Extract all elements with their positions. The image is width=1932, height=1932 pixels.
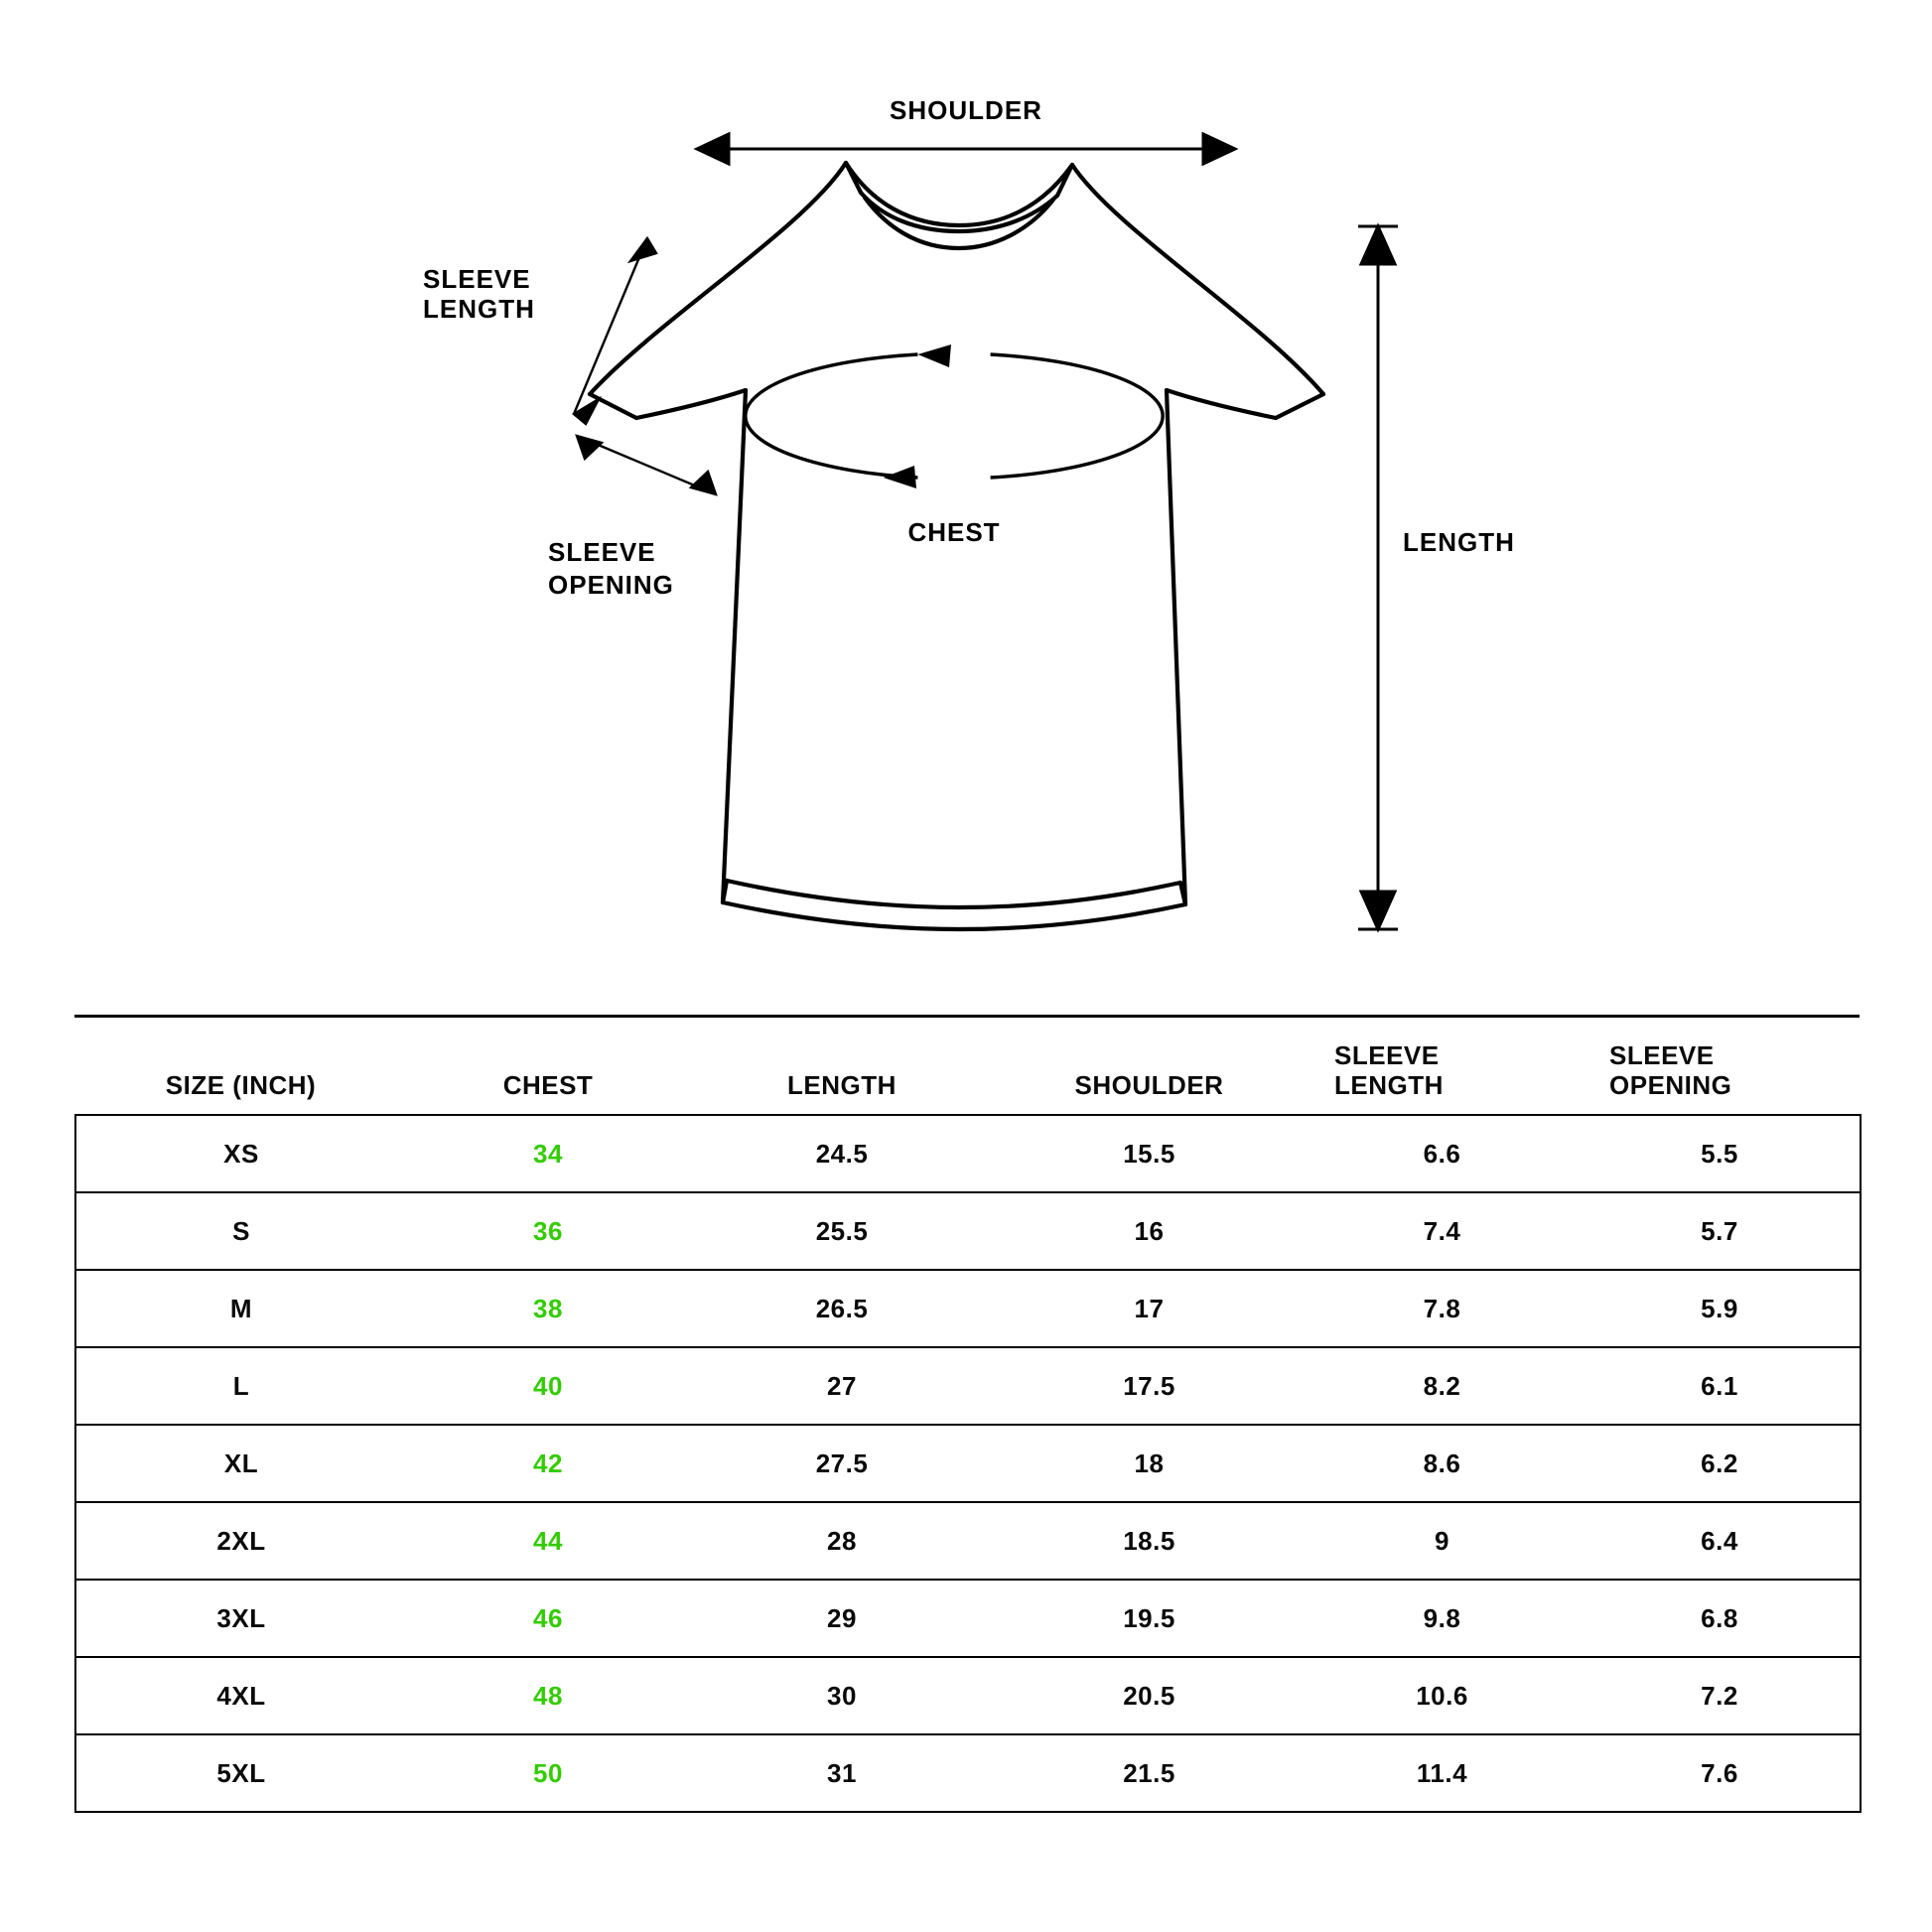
svg-text:CHEST: CHEST xyxy=(907,517,1000,547)
svg-text:SHOULDER: SHOULDER xyxy=(890,95,1042,125)
svg-text:SLEEVE: SLEEVE xyxy=(548,537,656,567)
svg-text:LENGTH: LENGTH xyxy=(423,294,535,324)
svg-text:OPENING: OPENING xyxy=(548,570,674,600)
svg-text:LENGTH: LENGTH xyxy=(1403,527,1515,557)
svg-text:SLEEVE: SLEEVE xyxy=(423,264,531,294)
